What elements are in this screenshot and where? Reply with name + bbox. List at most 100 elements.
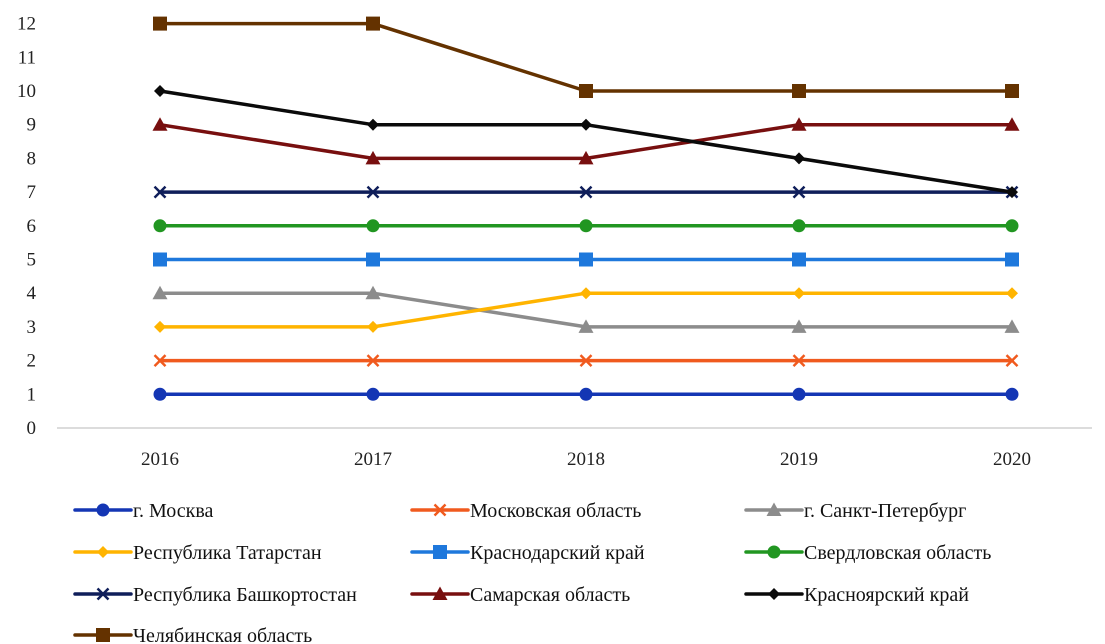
legend-label: г. Москва — [133, 500, 214, 522]
data-point — [793, 152, 805, 165]
series-9 — [154, 85, 1018, 199]
data-point — [153, 387, 167, 401]
legend-label: Самарская область — [470, 584, 630, 606]
legend-label: Московская область — [470, 500, 641, 522]
y-tick-label: 12 — [17, 14, 36, 35]
data-point — [152, 285, 168, 300]
data-point — [153, 185, 167, 199]
series-line — [158, 89, 1014, 194]
legend-label: Челябинская область — [133, 625, 312, 644]
data-point — [365, 285, 381, 300]
series-6 — [153, 219, 1019, 233]
data-point — [1005, 252, 1019, 267]
legend-marker — [768, 588, 780, 600]
legend-label: Краснодарский край — [470, 542, 645, 564]
data-point — [366, 387, 380, 401]
y-tick-label: 4 — [27, 283, 37, 304]
legend-label: Свердловская область — [804, 542, 991, 564]
data-point — [792, 252, 806, 267]
data-point — [153, 354, 167, 367]
legend-item: Челябинская область — [73, 625, 312, 644]
y-tick-label: 2 — [27, 351, 37, 372]
legend-marker — [96, 587, 110, 601]
x-tick-label: 2016 — [141, 449, 179, 470]
data-point — [367, 118, 379, 131]
x-tick-label: 2019 — [780, 449, 818, 470]
y-tick-label: 0 — [27, 418, 37, 439]
data-point — [153, 219, 167, 233]
x-axis: 2016 2017 2018 2019 2020 — [57, 427, 1092, 470]
y-tick-label: 7 — [27, 182, 37, 203]
y-tick-label: 3 — [27, 317, 37, 338]
data-point — [579, 387, 593, 401]
data-point-stroke-b — [1005, 354, 1019, 367]
data-point-stroke-b — [366, 185, 380, 199]
legend-label: Республика Башкортостан — [133, 584, 357, 606]
series-2 — [153, 354, 1019, 367]
data-point — [1005, 219, 1019, 233]
data-point-stroke-b — [153, 354, 167, 367]
data-point-stroke-b — [579, 354, 593, 367]
data-point — [1005, 84, 1019, 98]
data-point — [1005, 387, 1019, 401]
x-tick-label: 2017 — [354, 449, 392, 470]
data-point — [580, 118, 592, 131]
data-point — [152, 117, 168, 131]
y-tick-label: 8 — [27, 148, 37, 169]
data-point — [579, 219, 593, 233]
data-point-stroke-b — [792, 185, 806, 199]
legend-marker — [96, 503, 110, 517]
series-8 — [152, 117, 1020, 165]
data-point — [791, 319, 807, 333]
data-point-stroke-b — [366, 354, 380, 367]
data-point — [579, 185, 593, 199]
x-tick-label: 2020 — [993, 449, 1031, 470]
data-point — [579, 84, 593, 98]
legend-item: Самарская область — [410, 584, 630, 606]
data-point — [791, 117, 807, 131]
series-lines — [152, 16, 1020, 401]
data-point — [366, 219, 380, 233]
data-point — [792, 387, 806, 401]
series-line — [158, 21, 1014, 93]
legend-marker — [767, 545, 781, 559]
y-tick-label: 6 — [27, 216, 37, 237]
data-point — [792, 354, 806, 367]
data-point — [366, 16, 380, 31]
data-point — [579, 252, 593, 267]
legend-marker — [433, 503, 447, 517]
legend-item: Республика Башкортостан — [73, 584, 357, 606]
data-point — [153, 252, 167, 267]
legend-item: Московская область — [410, 500, 641, 522]
data-point — [1004, 319, 1020, 333]
legend-item: Красноярский край — [744, 584, 969, 606]
data-point — [1005, 354, 1019, 367]
data-point — [580, 287, 592, 300]
data-point-stroke-b — [153, 185, 167, 199]
legend: г. Москва Московская область г. Санкт-Пете… — [73, 500, 991, 644]
series-5 — [153, 252, 1019, 267]
data-point — [1006, 287, 1018, 300]
legend-label: Республика Татарстан — [133, 542, 322, 564]
data-point — [366, 185, 380, 199]
data-point — [1004, 117, 1020, 131]
y-tick-label: 11 — [18, 47, 36, 68]
legend-label: Красноярский край — [804, 584, 969, 606]
y-tick-label: 1 — [27, 384, 37, 405]
data-point — [792, 185, 806, 199]
legend-label: г. Санкт-Петербург — [804, 500, 966, 522]
legend-marker — [97, 546, 109, 558]
legend-marker — [432, 586, 448, 600]
series-10 — [153, 16, 1019, 98]
data-point — [154, 85, 166, 97]
data-point-stroke-b — [579, 185, 593, 199]
series-4 — [154, 287, 1018, 333]
legend-item: г. Москва — [73, 500, 214, 522]
data-point — [792, 84, 806, 98]
legend-item: Краснодарский край — [410, 542, 645, 564]
data-point — [792, 219, 806, 233]
legend-item: г. Санкт-Петербург — [744, 500, 966, 522]
